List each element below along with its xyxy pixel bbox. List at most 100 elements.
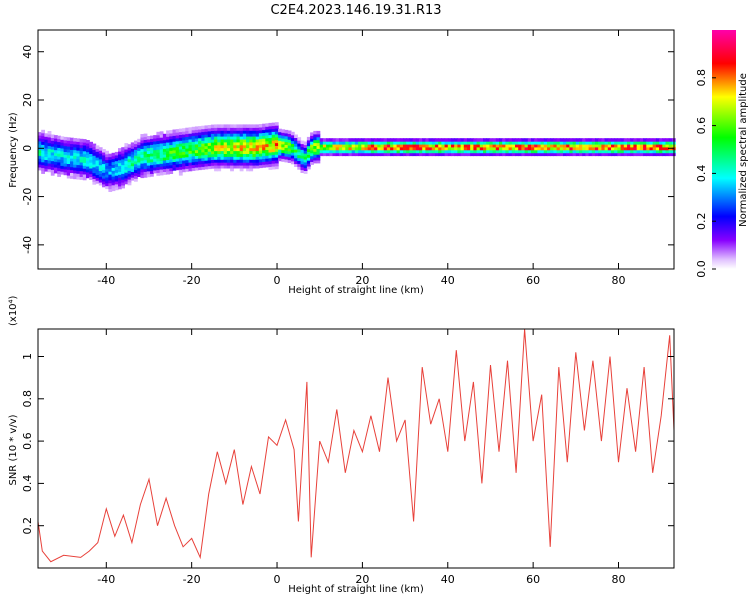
heatmap-cell xyxy=(636,146,641,151)
heatmap-cell xyxy=(114,166,119,170)
heatmap-cell xyxy=(406,138,410,142)
heatmap-cell xyxy=(649,152,654,157)
heatmap-cell xyxy=(50,137,55,141)
heatmap-cell xyxy=(204,136,209,141)
heatmap-cell xyxy=(204,154,209,158)
heatmap-cell xyxy=(463,141,468,145)
heatmap-cell xyxy=(457,146,462,151)
heatmap-cell xyxy=(47,151,52,155)
heatmap-cell xyxy=(102,154,106,159)
heatmap-cell xyxy=(271,137,276,141)
heatmap-cell xyxy=(124,146,129,150)
heatmap-cell xyxy=(118,171,122,175)
heatmap-cell xyxy=(134,152,138,156)
heatmap-cell xyxy=(399,149,404,154)
heatmap-cell xyxy=(505,138,510,142)
heatmap-cell xyxy=(425,149,430,154)
heatmap-cell xyxy=(121,164,125,169)
heatmap-cell xyxy=(194,146,199,151)
heatmap-cell xyxy=(210,130,215,134)
heatmap-cell xyxy=(268,143,273,147)
heatmap-cell xyxy=(38,158,42,162)
heatmap-cell xyxy=(649,143,654,148)
colorbar-tick-label: 0.2 xyxy=(695,212,708,230)
heatmap-cell xyxy=(585,141,590,145)
heatmap-cell xyxy=(543,138,548,142)
heatmap-cell xyxy=(422,138,426,142)
heatmap-cell xyxy=(300,163,305,168)
heatmap-cell xyxy=(198,155,202,159)
heatmap-cell xyxy=(287,153,292,158)
heatmap-cell xyxy=(57,141,61,145)
heatmap-cell xyxy=(143,136,148,140)
heatmap-cell xyxy=(201,140,206,144)
heatmap-cell xyxy=(118,177,122,181)
heatmap-cell xyxy=(182,145,186,149)
heatmap-cell xyxy=(524,146,529,151)
heatmap-cell xyxy=(322,152,327,157)
heatmap-cell xyxy=(198,137,202,142)
heatmap-cell xyxy=(348,138,353,142)
heatmap-cell xyxy=(57,161,61,166)
heatmap-cell xyxy=(255,150,260,154)
heatmap-cell xyxy=(118,151,122,155)
heatmap-cell xyxy=(134,172,138,176)
heatmap-cell xyxy=(175,146,180,150)
y-tick-label: 0.4 xyxy=(21,475,34,493)
heatmap-cell xyxy=(89,159,93,163)
heatmap-cell xyxy=(521,152,526,157)
heatmap-cell xyxy=(508,143,513,148)
heatmap-cell xyxy=(137,138,141,143)
heatmap-cell xyxy=(44,168,49,172)
heatmap-cell xyxy=(204,148,209,152)
heatmap-cell xyxy=(335,141,340,145)
heatmap-cell xyxy=(473,141,478,145)
heatmap-cell xyxy=(50,154,55,159)
heatmap-cell xyxy=(156,163,161,168)
heatmap-cell xyxy=(198,134,202,139)
heatmap-cell xyxy=(198,126,202,130)
heatmap-cell xyxy=(188,130,193,134)
heatmap-cell xyxy=(38,132,42,136)
heatmap-cell xyxy=(313,151,318,155)
heatmap-cell xyxy=(492,143,497,148)
heatmap-cell xyxy=(175,149,180,153)
heatmap-cell xyxy=(47,148,52,152)
heatmap-cell xyxy=(310,132,314,136)
heatmap-cell xyxy=(278,143,282,147)
heatmap-cell xyxy=(146,173,151,178)
heatmap-cell xyxy=(178,154,183,159)
heatmap-cell xyxy=(601,143,606,148)
heatmap-cell xyxy=(175,143,180,148)
heatmap-cell xyxy=(559,143,564,148)
heatmap-cell xyxy=(207,162,212,167)
heatmap-cell xyxy=(354,146,359,151)
heatmap-cell xyxy=(646,143,651,148)
heatmap-cell xyxy=(531,152,535,157)
heatmap-cell xyxy=(66,160,71,164)
heatmap-cell xyxy=(422,152,426,157)
heatmap-cell xyxy=(156,155,161,159)
heatmap-cell xyxy=(76,141,81,145)
heatmap-cell xyxy=(274,157,279,161)
heatmap-cell xyxy=(559,146,564,151)
heatmap-cell xyxy=(54,135,58,139)
heatmap-cell xyxy=(162,145,167,149)
heatmap-cell xyxy=(287,136,292,140)
heatmap-cell xyxy=(86,142,90,147)
heatmap-cell xyxy=(79,147,84,151)
heatmap-cell xyxy=(271,142,276,147)
heatmap-cell xyxy=(351,138,356,142)
heatmap-cell xyxy=(188,136,193,140)
heatmap-cell xyxy=(191,155,196,160)
heatmap-cell xyxy=(242,136,247,140)
heatmap-cell xyxy=(198,149,202,153)
heatmap-cell xyxy=(143,159,148,164)
heatmap-cell xyxy=(258,158,263,163)
heatmap-cell xyxy=(108,168,113,172)
heatmap-cell xyxy=(601,152,606,157)
heatmap-cell xyxy=(550,143,554,148)
heatmap-cell xyxy=(246,124,250,128)
heatmap-cell xyxy=(217,162,222,166)
heatmap-cell xyxy=(159,163,164,167)
